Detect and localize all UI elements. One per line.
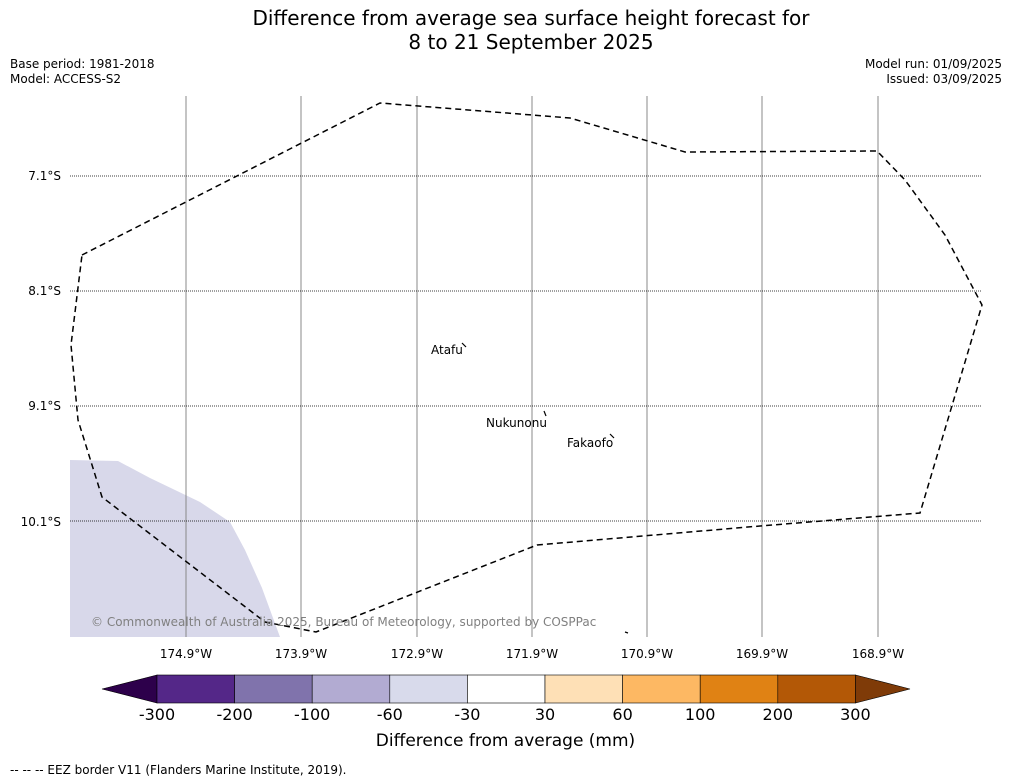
- colorbar-tick-label: 100: [685, 705, 716, 724]
- lon-label-6: 169.9°W: [736, 647, 788, 661]
- colorbar-tick-label: -30: [454, 705, 480, 724]
- lon-label-4: 171.9°W: [506, 647, 558, 661]
- title-line-1: Difference from average sea surface heig…: [252, 6, 810, 30]
- title-line-2: 8 to 21 September 2025: [408, 30, 654, 54]
- nukunonu-atoll-shape: [543, 410, 547, 417]
- colorbar-extend-low: [101, 674, 158, 704]
- atolls: [461, 342, 629, 634]
- eez-footnote: -- -- -- EEZ border V11 (Flanders Marine…: [10, 763, 347, 777]
- colorbar-segment: [622, 674, 701, 704]
- lat-label-3: 9.1°S: [28, 399, 61, 413]
- issued-date: Issued: 03/09/2025: [886, 72, 1002, 86]
- colorbar-tick-label: 60: [612, 705, 632, 724]
- copyright-text: © Commonwealth of Australia 2025, Bureau…: [91, 615, 596, 629]
- colorbar-segments: [101, 674, 911, 704]
- colorbar-tick-label: 200: [763, 705, 794, 724]
- colorbar-tick-label: -300: [139, 705, 175, 724]
- colorbar-tick-label: -100: [294, 705, 330, 724]
- colorbar-segment: [699, 674, 779, 704]
- fakaofo-atoll-shape: [609, 433, 615, 439]
- lon-label-5: 170.9°W: [621, 647, 673, 661]
- model-run: Model run: 01/09/2025: [864, 57, 1002, 71]
- colorbar-tick-label: 30: [535, 705, 555, 724]
- lon-label-2: 173.9°W: [275, 647, 327, 661]
- meta-right: Model run: 01/09/2025 Issued: 03/09/2025: [865, 57, 1002, 87]
- lon-label-1: 174.9°W: [160, 647, 212, 661]
- lat-label-2: 8.1°S: [28, 284, 61, 298]
- colorbar-segment: [311, 674, 391, 704]
- colorbar-segment: [467, 674, 546, 704]
- eez-border: [70, 102, 983, 633]
- colorbar-tick-label: 300: [840, 705, 871, 724]
- colorbar-label: Difference from average (mm): [375, 731, 636, 751]
- model-name: Model: ACCESS-S2: [10, 72, 122, 86]
- colorbar-extend-high: [855, 674, 911, 704]
- colorbar-segment: [777, 674, 856, 704]
- place-label-atafu: Atafu: [431, 343, 463, 357]
- colorbar-segment: [544, 674, 623, 704]
- colorbar-segment: [234, 674, 313, 704]
- meta-left: Base period: 1981-2018 Model: ACCESS-S2: [10, 57, 155, 87]
- lon-label-7: 168.9°W: [852, 647, 904, 661]
- colorbar-tick-label: -200: [216, 705, 252, 724]
- colorbar-tick-label: -60: [377, 705, 403, 724]
- map-title: Difference from average sea surface heig…: [0, 6, 1011, 54]
- place-label-nukunonu: Nukunonu: [486, 416, 547, 430]
- place-label-fakaofo: Fakaofo: [567, 436, 613, 450]
- colorbar-ticks: -300 -200 -100 -60 -30 30 60 100 200 300: [139, 705, 871, 724]
- swains-atoll-shape: [624, 631, 629, 634]
- colorbar-segment: [156, 674, 235, 704]
- lon-label-3: 172.9°W: [391, 647, 443, 661]
- base-period: Base period: 1981-2018: [10, 57, 155, 71]
- meridians: [185, 96, 879, 637]
- colorbar-segment: [389, 674, 468, 704]
- atafu-atoll-shape: [461, 342, 467, 348]
- lat-label-4: 10.1°S: [21, 515, 61, 529]
- lat-label-1: 7.1°S: [28, 169, 61, 183]
